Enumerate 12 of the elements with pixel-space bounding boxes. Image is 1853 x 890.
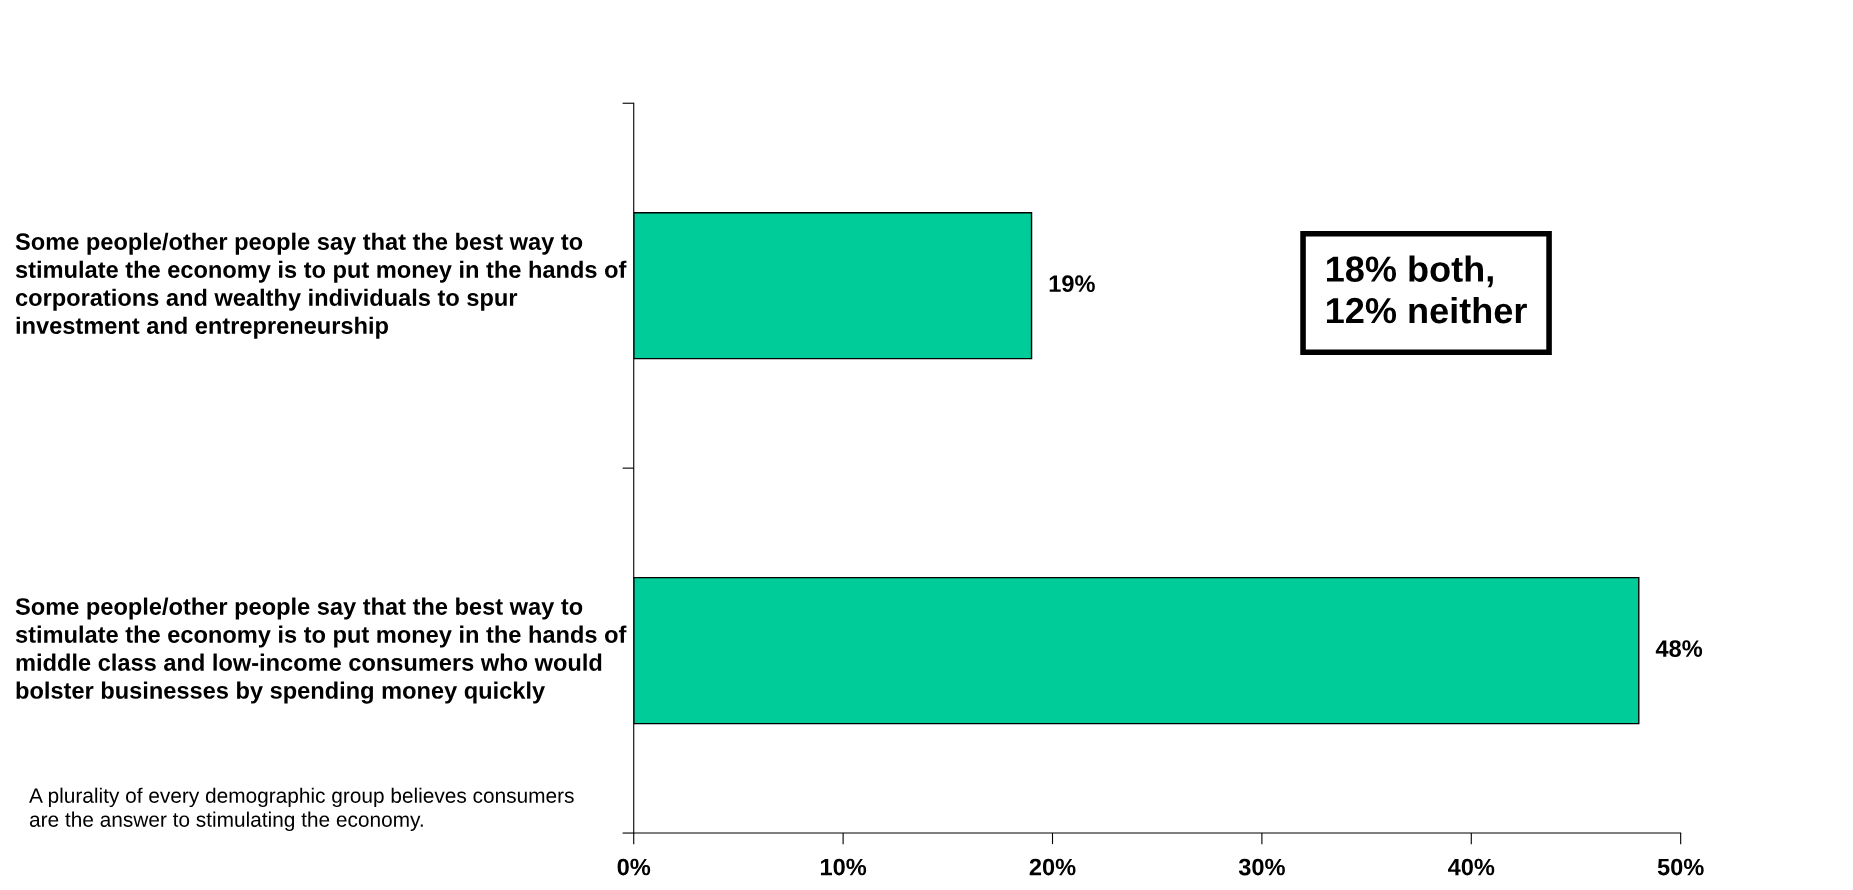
y-tick-label: Some people/other people say that the best way to stimulate the economy is to put money in the hands of corporations and wealthy individuals to spur investment and entrepreneurship [15, 232, 627, 339]
x-tick-label: 30% [1238, 858, 1285, 876]
x-tick-label: 40% [1448, 858, 1495, 876]
data-label: 19% [1049, 275, 1095, 293]
x-tick-label: 0% [617, 858, 651, 876]
data-label: 48% [1655, 640, 1703, 657]
y-tick-label: Some people/other people say that the best way to stimulate the economy is to put money in the hands of middle class and low-income consumers who would bolster businesses by spending money quickly [15, 597, 627, 704]
x-tick-label: 10% [820, 858, 867, 876]
x-tick-label: 50% [1657, 858, 1704, 876]
text: A plurality of every demographic group believes consumers are the answer to stimulating the economy. [29, 787, 574, 832]
annotation: 18% both, 12% neither [1326, 255, 1527, 324]
x-tick-label: 20% [1029, 858, 1076, 876]
